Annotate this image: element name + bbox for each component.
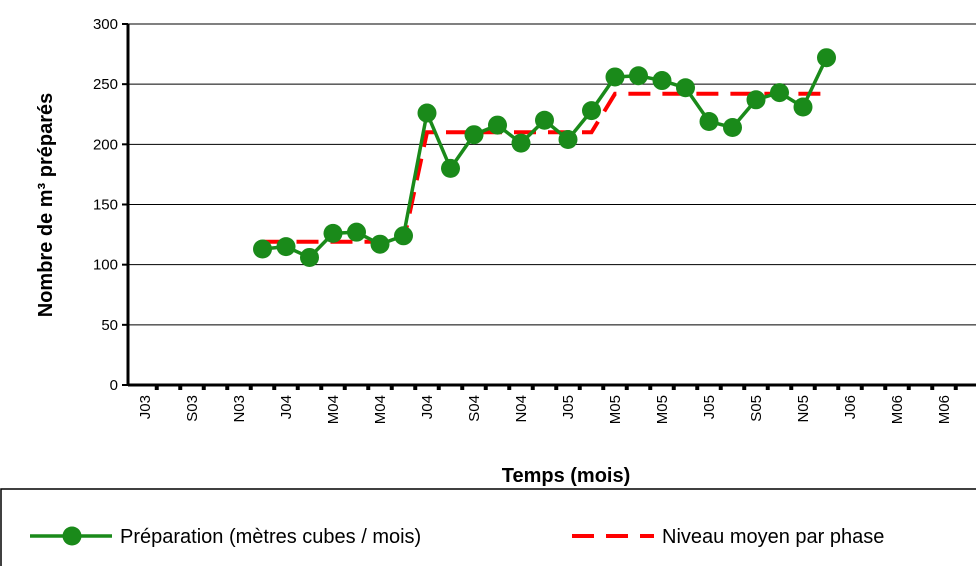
data-point [605,67,625,87]
y-tick-label: 200 [93,136,118,153]
x-tick-label: M04 [325,395,342,424]
x-tick-label: M06 [936,395,953,424]
x-tick-label: J03 [137,395,154,419]
x-axis-label: Temps (mois) [502,465,631,487]
data-point [652,71,672,91]
x-tick-label: M04 [372,395,389,424]
data-point [746,90,766,110]
y-axis-label: Nombre de m³ préparés [35,93,57,318]
data-point [253,239,272,259]
data-point [817,48,836,68]
x-tick-label: J04 [278,395,295,419]
x-tick-label: M06 [889,395,906,424]
series-line [262,56,829,260]
y-tick-label: 100 [93,257,118,274]
x-tick-label: M05 [607,395,624,424]
x-tick-label: J06 [842,395,859,419]
data-point [558,130,578,150]
x-tick-label: N05 [795,395,812,423]
y-tick-label: 0 [110,377,118,394]
x-tick-label: J04 [419,395,436,419]
series-line [262,91,827,244]
data-point [417,103,437,123]
data-point [699,111,719,131]
legend-box [0,488,976,566]
data-point [441,158,460,178]
y-tick-label: 250 [93,76,118,93]
data-point [300,247,319,267]
data-point [323,223,343,243]
data-point [370,234,390,254]
x-tick-label: M05 [654,395,671,424]
data-point [793,97,813,117]
data-point [276,237,296,257]
legend-label: Préparation (mètres cubes / mois) [120,526,421,548]
data-point [464,125,484,145]
data-point [629,66,648,86]
y-tick-label: 300 [93,16,118,33]
data-point [582,101,601,121]
x-tick-label: S03 [184,395,201,422]
x-tick-label: N03 [231,395,248,423]
data-point [347,222,366,242]
x-tick-label: N04 [513,395,530,423]
data-point [394,226,413,246]
data-point [488,115,507,135]
x-tick-label: J05 [560,395,577,419]
data-point [511,133,531,153]
data-point [535,110,554,130]
legend-marker [62,526,82,546]
x-tick-label: S04 [466,395,483,422]
x-tick-label: J05 [701,395,718,419]
data-point [770,83,789,103]
y-tick-label: 150 [93,197,118,214]
x-tick-label: S05 [748,395,765,422]
data-point [723,117,742,137]
legend-label: Niveau moyen par phase [662,526,884,548]
data-point [676,78,695,98]
y-tick-label: 50 [101,317,118,334]
